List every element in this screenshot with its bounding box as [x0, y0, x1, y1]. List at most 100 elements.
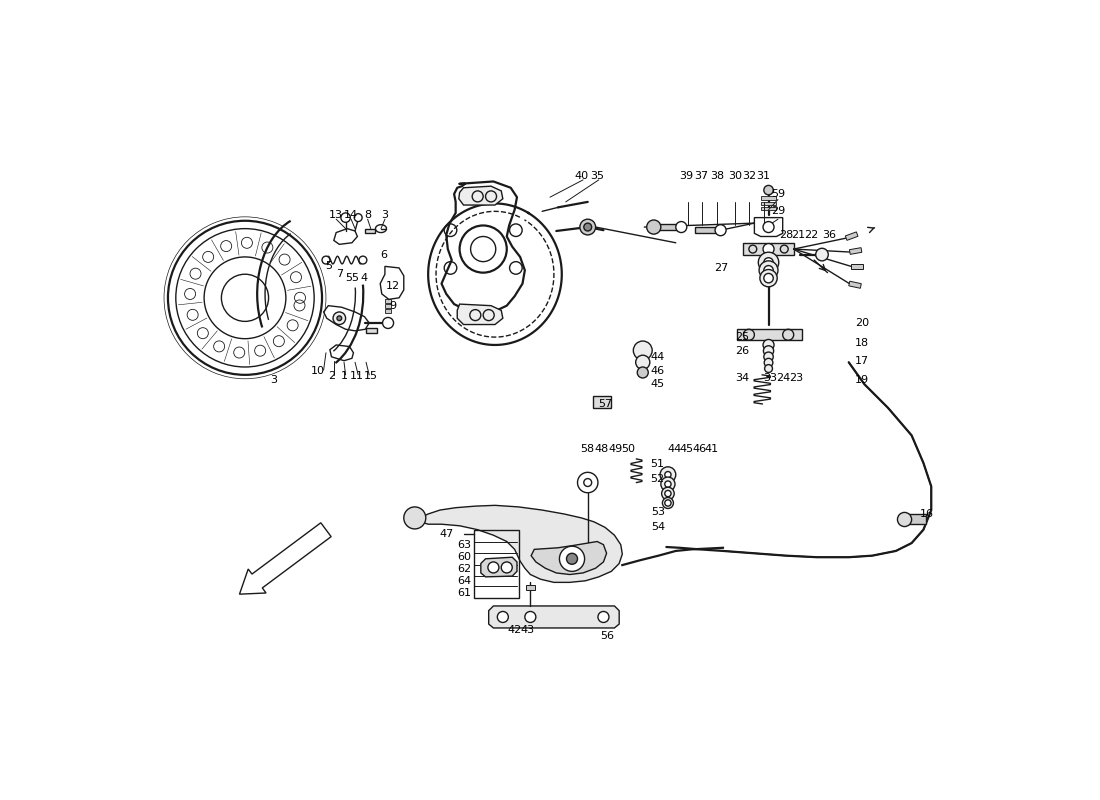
Text: 41: 41 — [705, 444, 719, 454]
Circle shape — [816, 248, 828, 261]
Polygon shape — [851, 264, 862, 269]
Text: 6: 6 — [379, 250, 387, 259]
Circle shape — [759, 261, 778, 280]
Text: 36: 36 — [822, 230, 836, 240]
Text: 32: 32 — [741, 171, 756, 181]
Circle shape — [341, 213, 350, 222]
Circle shape — [497, 611, 508, 622]
Text: 23: 23 — [789, 373, 803, 383]
Polygon shape — [526, 585, 535, 590]
Circle shape — [488, 562, 499, 573]
Circle shape — [764, 365, 772, 373]
Text: 62: 62 — [458, 564, 472, 574]
Polygon shape — [761, 206, 777, 210]
Circle shape — [578, 472, 598, 493]
Polygon shape — [845, 232, 858, 240]
Circle shape — [664, 500, 671, 506]
Text: 45: 45 — [650, 379, 664, 390]
Polygon shape — [761, 196, 777, 199]
Circle shape — [359, 256, 366, 264]
Polygon shape — [481, 558, 517, 577]
Circle shape — [566, 554, 578, 564]
Circle shape — [664, 490, 671, 497]
Circle shape — [383, 318, 394, 329]
Circle shape — [758, 252, 779, 273]
Text: 38: 38 — [711, 171, 725, 181]
Text: 13: 13 — [329, 210, 343, 220]
Text: 45: 45 — [680, 444, 694, 454]
Text: 50: 50 — [621, 444, 636, 454]
Text: 19: 19 — [855, 375, 869, 386]
Circle shape — [763, 266, 773, 275]
Circle shape — [322, 256, 330, 264]
Text: 2: 2 — [328, 371, 336, 382]
Text: 53: 53 — [651, 506, 666, 517]
Circle shape — [560, 546, 584, 571]
Text: 44: 44 — [667, 444, 681, 454]
Polygon shape — [737, 330, 802, 340]
Text: 59: 59 — [771, 189, 785, 199]
Text: 24: 24 — [777, 373, 791, 383]
Text: 57: 57 — [598, 399, 612, 409]
Text: 47: 47 — [440, 529, 454, 538]
Circle shape — [763, 243, 774, 254]
Text: 37: 37 — [695, 171, 708, 181]
Text: 1: 1 — [341, 371, 348, 382]
Text: 34: 34 — [736, 373, 750, 383]
Text: 51: 51 — [650, 459, 664, 470]
Circle shape — [763, 258, 773, 267]
Circle shape — [675, 222, 686, 233]
Circle shape — [661, 487, 674, 500]
Circle shape — [763, 346, 773, 356]
Polygon shape — [365, 229, 375, 234]
Circle shape — [598, 611, 609, 622]
Polygon shape — [659, 224, 680, 230]
Polygon shape — [849, 248, 861, 254]
Text: 5: 5 — [324, 262, 332, 271]
Text: 25: 25 — [736, 332, 750, 342]
Circle shape — [584, 223, 592, 231]
Text: 9: 9 — [389, 301, 396, 310]
Text: 21: 21 — [791, 230, 805, 240]
Polygon shape — [849, 282, 861, 288]
Circle shape — [662, 498, 673, 509]
Text: 56: 56 — [601, 631, 615, 641]
Text: 7: 7 — [336, 270, 343, 279]
Text: 42: 42 — [507, 625, 521, 634]
Circle shape — [760, 270, 778, 286]
Text: 40: 40 — [574, 171, 589, 181]
Text: 54: 54 — [651, 522, 666, 532]
Polygon shape — [385, 299, 392, 303]
Polygon shape — [366, 328, 377, 333]
Polygon shape — [593, 396, 612, 408]
Text: 61: 61 — [458, 587, 472, 598]
Circle shape — [634, 341, 652, 360]
Polygon shape — [385, 304, 392, 308]
Circle shape — [525, 611, 536, 622]
Polygon shape — [695, 227, 719, 234]
Polygon shape — [744, 242, 794, 255]
Circle shape — [337, 316, 342, 321]
Text: 33: 33 — [763, 373, 777, 383]
Polygon shape — [488, 606, 619, 628]
Circle shape — [354, 214, 362, 222]
Polygon shape — [385, 309, 392, 313]
Circle shape — [898, 513, 912, 526]
Polygon shape — [531, 542, 606, 574]
Text: 63: 63 — [458, 541, 472, 550]
Text: 14: 14 — [344, 210, 359, 220]
Circle shape — [664, 481, 671, 487]
Text: 44: 44 — [650, 352, 664, 362]
Polygon shape — [904, 514, 926, 524]
Circle shape — [637, 367, 648, 378]
Text: 10: 10 — [311, 366, 326, 376]
Text: 29: 29 — [771, 206, 785, 216]
Text: 46: 46 — [692, 444, 706, 454]
Text: 28: 28 — [779, 230, 793, 240]
Circle shape — [661, 477, 675, 491]
Circle shape — [404, 507, 426, 529]
Text: 58: 58 — [581, 444, 595, 454]
Polygon shape — [459, 186, 503, 205]
Circle shape — [333, 312, 345, 325]
FancyArrow shape — [240, 522, 331, 594]
